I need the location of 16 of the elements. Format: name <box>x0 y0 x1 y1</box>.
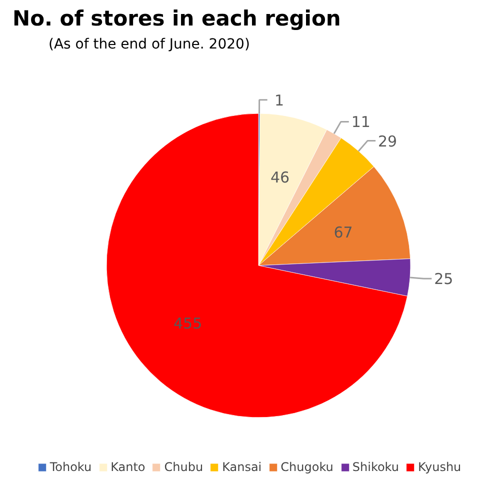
legend-label: Kanto <box>110 460 146 474</box>
chart-title: No. of stores in each region <box>12 6 341 30</box>
legend-label: Chugoku <box>280 460 334 474</box>
data-label: 1 <box>274 91 284 110</box>
legend-label: Kansai <box>222 460 262 474</box>
data-label: 67 <box>334 223 353 242</box>
data-label: 455 <box>173 314 202 333</box>
data-label: 11 <box>351 113 370 132</box>
data-label: 25 <box>434 270 454 288</box>
legend-label: Chubu <box>164 460 204 474</box>
legend-label: Kyushu <box>418 460 462 474</box>
legend-label: Shikoku <box>352 460 399 474</box>
legend-label: Tohoku <box>50 460 92 474</box>
data-label: 46 <box>270 168 290 186</box>
data-label: 29 <box>378 132 398 150</box>
chart-subtitle: (As of the end of June. 2020) <box>48 36 250 52</box>
